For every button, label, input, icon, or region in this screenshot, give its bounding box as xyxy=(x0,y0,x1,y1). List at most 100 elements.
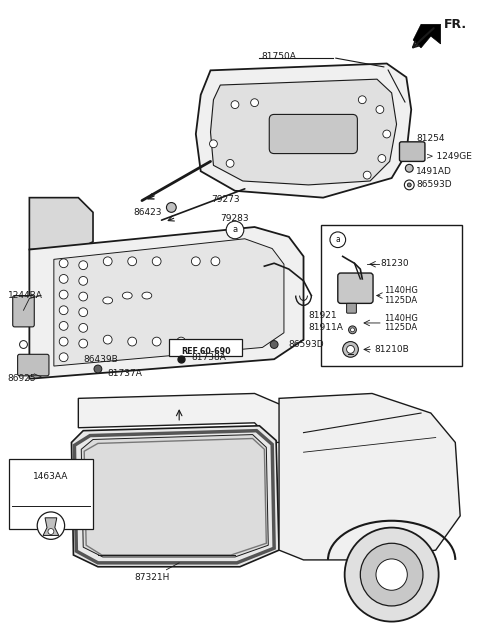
FancyBboxPatch shape xyxy=(399,142,425,161)
Circle shape xyxy=(363,171,371,179)
Ellipse shape xyxy=(142,292,152,299)
Circle shape xyxy=(226,221,244,239)
FancyBboxPatch shape xyxy=(9,459,93,529)
Polygon shape xyxy=(81,435,268,557)
Circle shape xyxy=(103,257,112,266)
Circle shape xyxy=(192,257,200,266)
Polygon shape xyxy=(54,239,284,366)
Text: 81230: 81230 xyxy=(380,258,408,267)
Polygon shape xyxy=(29,227,303,379)
Circle shape xyxy=(59,353,68,361)
Text: 79273: 79273 xyxy=(211,195,240,204)
Circle shape xyxy=(376,559,408,590)
Text: 1463AA: 1463AA xyxy=(33,472,69,481)
FancyBboxPatch shape xyxy=(338,273,373,303)
Polygon shape xyxy=(72,426,279,566)
Text: a: a xyxy=(232,226,238,235)
Text: 81921: 81921 xyxy=(309,311,337,320)
Circle shape xyxy=(79,276,88,285)
Circle shape xyxy=(330,232,346,248)
Text: a: a xyxy=(336,235,340,244)
Polygon shape xyxy=(43,518,59,536)
Circle shape xyxy=(59,275,68,284)
Circle shape xyxy=(231,101,239,109)
Circle shape xyxy=(378,154,386,163)
Text: 86439B: 86439B xyxy=(83,355,118,364)
Circle shape xyxy=(211,257,220,266)
Circle shape xyxy=(128,337,137,346)
Polygon shape xyxy=(413,24,441,48)
Text: 81254: 81254 xyxy=(416,134,444,143)
Polygon shape xyxy=(196,64,411,197)
Circle shape xyxy=(404,180,414,190)
Circle shape xyxy=(20,341,27,349)
Circle shape xyxy=(383,130,391,138)
Circle shape xyxy=(48,529,54,534)
Text: REF.60-690: REF.60-690 xyxy=(181,347,230,356)
Circle shape xyxy=(343,341,359,358)
Circle shape xyxy=(167,203,176,212)
Circle shape xyxy=(79,308,88,316)
Polygon shape xyxy=(78,394,303,442)
Circle shape xyxy=(405,165,413,172)
Text: 86423: 86423 xyxy=(133,208,162,217)
Circle shape xyxy=(37,512,65,539)
Circle shape xyxy=(79,339,88,348)
Circle shape xyxy=(226,159,234,167)
Text: 1244BA: 1244BA xyxy=(8,291,43,300)
Circle shape xyxy=(270,341,278,349)
Circle shape xyxy=(359,96,366,104)
Text: > 1249GE: > 1249GE xyxy=(426,152,472,161)
Circle shape xyxy=(348,326,356,334)
Text: 1491AD: 1491AD xyxy=(416,167,452,176)
Circle shape xyxy=(177,337,186,346)
Ellipse shape xyxy=(103,297,113,304)
Circle shape xyxy=(360,543,423,606)
FancyBboxPatch shape xyxy=(321,225,462,366)
Circle shape xyxy=(79,292,88,301)
Text: 81210B: 81210B xyxy=(374,345,409,354)
Polygon shape xyxy=(279,394,460,560)
Text: FR.: FR. xyxy=(444,19,467,32)
Circle shape xyxy=(210,140,217,148)
Text: 87321H: 87321H xyxy=(134,573,169,582)
Text: 1140HG: 1140HG xyxy=(384,286,418,295)
Circle shape xyxy=(79,323,88,332)
Circle shape xyxy=(59,337,68,346)
Text: 81750A: 81750A xyxy=(262,51,297,60)
Circle shape xyxy=(94,365,102,373)
Ellipse shape xyxy=(122,292,132,299)
Circle shape xyxy=(128,257,137,266)
FancyBboxPatch shape xyxy=(269,114,358,154)
Circle shape xyxy=(345,528,439,622)
Circle shape xyxy=(152,257,161,266)
Circle shape xyxy=(350,328,354,332)
Circle shape xyxy=(59,290,68,299)
Circle shape xyxy=(251,99,259,107)
FancyBboxPatch shape xyxy=(347,303,356,313)
Text: 86593D: 86593D xyxy=(416,181,452,190)
Circle shape xyxy=(408,183,411,187)
Circle shape xyxy=(59,322,68,331)
Circle shape xyxy=(376,105,384,113)
Text: 1125DA: 1125DA xyxy=(384,323,417,332)
Polygon shape xyxy=(211,79,396,185)
Text: 81911A: 81911A xyxy=(309,323,343,332)
Text: 1140HG: 1140HG xyxy=(384,314,418,323)
Circle shape xyxy=(152,337,161,346)
FancyBboxPatch shape xyxy=(13,296,34,327)
Text: 1125DA: 1125DA xyxy=(384,296,417,305)
Circle shape xyxy=(79,261,88,269)
Circle shape xyxy=(59,259,68,267)
Text: 86925: 86925 xyxy=(8,374,36,383)
Polygon shape xyxy=(29,197,93,249)
Circle shape xyxy=(347,345,354,353)
Circle shape xyxy=(103,335,112,344)
Circle shape xyxy=(59,306,68,314)
Text: 79283: 79283 xyxy=(221,214,249,223)
Text: 86593D: 86593D xyxy=(289,340,324,349)
FancyBboxPatch shape xyxy=(169,339,242,356)
Text: 81738A: 81738A xyxy=(191,353,226,362)
FancyBboxPatch shape xyxy=(18,354,49,376)
Text: 81737A: 81737A xyxy=(108,369,143,378)
